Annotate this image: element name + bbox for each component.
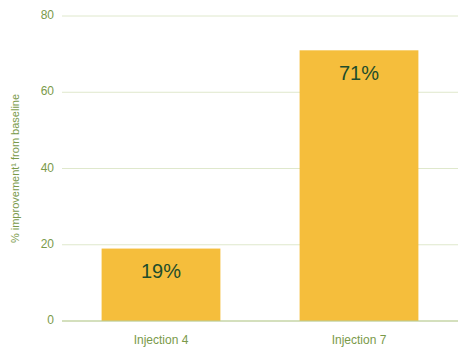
- x-axis: Injection 4 Injection 7: [62, 321, 458, 347]
- x-axis-line: [62, 321, 458, 322]
- chart-container: 0 20 40 60 80 % improvement¹ from baseline 19%…: [0, 0, 474, 361]
- grid: [62, 16, 458, 321]
- y-tick-label: 0: [47, 313, 54, 327]
- x-tick-label: Injection 4: [134, 333, 189, 347]
- grid-line: [62, 321, 458, 322]
- data-labels: 19% 71%: [141, 62, 379, 282]
- y-tick-label: 80: [41, 8, 55, 22]
- y-tick-label: 20: [41, 237, 55, 251]
- bars: [102, 50, 419, 321]
- y-axis: 0 20 40 60 80: [41, 8, 55, 327]
- y-axis-label: % improvement¹ from baseline: [9, 94, 21, 243]
- bar: [102, 249, 221, 321]
- data-label: 71%: [339, 62, 379, 84]
- x-tick-label: Injection 7: [332, 333, 387, 347]
- bar: [300, 50, 419, 321]
- data-label: 19%: [141, 260, 181, 282]
- grid-line: [62, 16, 458, 17]
- y-tick-label: 60: [41, 84, 55, 98]
- y-tick-label: 40: [41, 161, 55, 175]
- chart: 0 20 40 60 80 % improvement¹ from baseline 19%…: [0, 0, 474, 361]
